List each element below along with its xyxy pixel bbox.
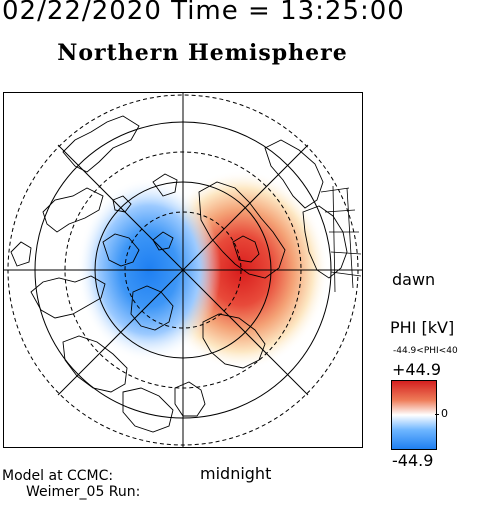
colorbar-max-label: +44.9 [392, 360, 442, 379]
model-credit-line-2: Weimer_05 Run: [26, 484, 141, 500]
colorbar-zero-tick [435, 414, 439, 415]
colorbar-zero-label: 0 [441, 407, 448, 420]
polar-map-panel [3, 92, 363, 448]
projection-grid-edge [320, 185, 362, 293]
colorbar-range-text: -44.9<PHI<40 [393, 346, 458, 356]
meridian-diagonal-2 [57, 144, 309, 396]
colorbar-min-label: -44.9 [392, 451, 434, 470]
coastlines [10, 115, 348, 433]
midnight-label: midnight [200, 464, 272, 483]
model-credit-line-1: Model at CCMC: [2, 468, 114, 484]
dawn-label: dawn [392, 270, 436, 289]
datetime-title: 02/22/2020 Time = 13:25:00 [2, 0, 405, 26]
colorbar-title: PHI [kV] [390, 318, 455, 337]
polar-map-svg [3, 92, 363, 448]
hemisphere-title: Northern Hemisphere [57, 40, 348, 66]
colorbar-gradient [391, 380, 437, 450]
